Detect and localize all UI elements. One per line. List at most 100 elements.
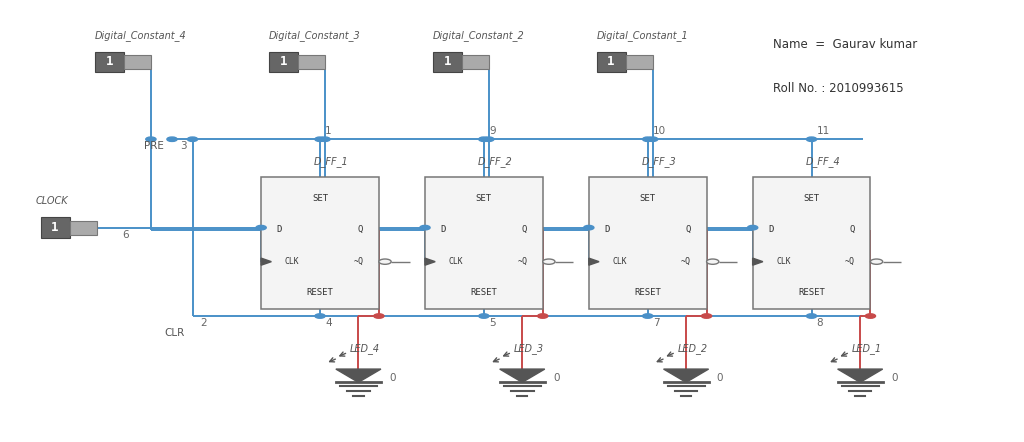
Circle shape — [647, 137, 657, 141]
Bar — [95, 52, 124, 72]
Text: Digital_Constant_1: Digital_Constant_1 — [597, 30, 688, 41]
Text: Roll No. : 2010993615: Roll No. : 2010993615 — [773, 82, 904, 95]
Text: D_FF_4: D_FF_4 — [806, 156, 841, 167]
Text: LED_2: LED_2 — [678, 343, 708, 354]
Text: D_FF_2: D_FF_2 — [478, 156, 513, 167]
Bar — [298, 55, 325, 69]
Text: 8: 8 — [817, 318, 823, 328]
Text: D_FF_3: D_FF_3 — [642, 156, 677, 167]
Circle shape — [478, 137, 489, 141]
Circle shape — [707, 259, 719, 264]
Bar — [269, 52, 298, 72]
Text: CLK: CLK — [285, 257, 299, 266]
Polygon shape — [425, 258, 435, 265]
Bar — [41, 217, 70, 238]
Polygon shape — [838, 369, 883, 382]
Text: D: D — [604, 225, 610, 234]
Text: SET: SET — [640, 194, 655, 202]
Bar — [433, 52, 462, 72]
Text: 1: 1 — [51, 221, 58, 234]
Polygon shape — [500, 369, 545, 382]
Circle shape — [807, 314, 817, 318]
Text: LED_3: LED_3 — [514, 343, 544, 354]
Bar — [70, 221, 96, 235]
Text: ~Q: ~Q — [517, 257, 527, 266]
Text: CLR: CLR — [164, 328, 184, 339]
Text: SET: SET — [312, 194, 328, 202]
Text: D: D — [276, 225, 283, 234]
Circle shape — [420, 225, 430, 230]
Text: 0: 0 — [553, 373, 559, 383]
Text: D: D — [768, 225, 774, 234]
Text: CLK: CLK — [612, 257, 627, 266]
Text: RESET: RESET — [306, 288, 334, 297]
Text: SET: SET — [476, 194, 492, 202]
Text: RESET: RESET — [470, 288, 498, 297]
Text: Digital_Constant_3: Digital_Constant_3 — [269, 30, 360, 41]
Bar — [753, 177, 870, 309]
Text: Digital_Constant_4: Digital_Constant_4 — [95, 30, 186, 41]
Circle shape — [374, 314, 384, 318]
Circle shape — [256, 225, 266, 230]
Polygon shape — [589, 258, 599, 265]
Bar — [626, 55, 652, 69]
Text: 10: 10 — [653, 126, 666, 136]
Bar — [597, 52, 626, 72]
Text: CLK: CLK — [776, 257, 791, 266]
Circle shape — [701, 314, 712, 318]
Circle shape — [478, 314, 489, 318]
Text: 6: 6 — [122, 230, 129, 240]
Text: 1: 1 — [105, 55, 113, 69]
Circle shape — [748, 225, 758, 230]
Circle shape — [315, 137, 326, 141]
Bar — [462, 55, 488, 69]
Text: Digital_Constant_2: Digital_Constant_2 — [433, 30, 524, 41]
Polygon shape — [261, 258, 271, 265]
Polygon shape — [664, 369, 709, 382]
Text: D_FF_1: D_FF_1 — [314, 156, 349, 167]
Text: 3: 3 — [180, 141, 186, 152]
Text: 0: 0 — [717, 373, 723, 383]
Text: Q: Q — [357, 225, 364, 234]
Circle shape — [643, 137, 653, 141]
Bar — [589, 177, 707, 309]
Text: 11: 11 — [817, 126, 829, 136]
Bar — [261, 177, 379, 309]
Circle shape — [319, 137, 330, 141]
Text: LED_4: LED_4 — [350, 343, 380, 354]
Text: ~Q: ~Q — [681, 257, 691, 266]
Text: CLK: CLK — [449, 257, 463, 266]
Text: 9: 9 — [489, 126, 496, 136]
Bar — [425, 177, 543, 309]
Text: 4: 4 — [326, 318, 332, 328]
Circle shape — [187, 137, 198, 141]
Text: 1: 1 — [280, 55, 287, 69]
Text: 5: 5 — [489, 318, 496, 328]
Text: D: D — [440, 225, 446, 234]
Circle shape — [379, 259, 391, 264]
Text: 0: 0 — [389, 373, 395, 383]
Text: 1: 1 — [443, 55, 451, 69]
Circle shape — [315, 314, 326, 318]
Circle shape — [543, 259, 555, 264]
Circle shape — [483, 137, 494, 141]
Text: Name  =  Gaurav kumar: Name = Gaurav kumar — [773, 38, 918, 51]
Text: SET: SET — [804, 194, 819, 202]
Bar — [124, 55, 151, 69]
Polygon shape — [753, 258, 763, 265]
Text: RESET: RESET — [634, 288, 662, 297]
Text: 1: 1 — [607, 55, 614, 69]
Text: CLOCK: CLOCK — [36, 196, 69, 206]
Text: 0: 0 — [891, 373, 897, 383]
Text: PRE: PRE — [144, 141, 164, 152]
Circle shape — [807, 137, 817, 141]
Text: 7: 7 — [653, 318, 659, 328]
Text: 1: 1 — [326, 126, 332, 136]
Circle shape — [865, 314, 876, 318]
Text: RESET: RESET — [798, 288, 825, 297]
Circle shape — [584, 225, 594, 230]
Circle shape — [538, 314, 548, 318]
Text: 2: 2 — [201, 318, 207, 328]
Text: Q: Q — [849, 225, 855, 234]
Circle shape — [167, 137, 177, 141]
